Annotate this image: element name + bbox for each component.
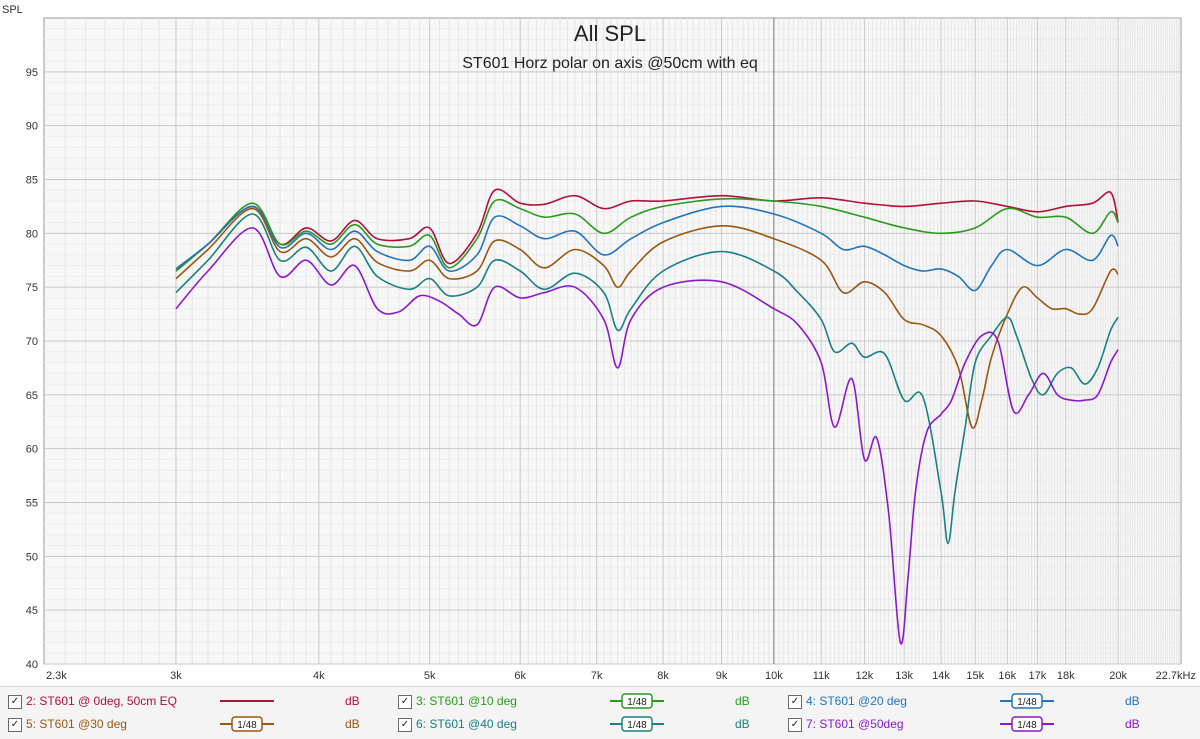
series-line	[175, 207, 1119, 429]
y-tick-label: 75	[26, 282, 38, 294]
x-tick-label: 5k	[424, 670, 436, 682]
legend-item: ✓ 2: ST601 @ 0deg, 50cm EQ dB	[8, 692, 383, 714]
legend-unit: dB	[345, 694, 360, 708]
legend-series-name: 6: ST601 @40 deg	[416, 717, 517, 731]
x-tick-label: 8k	[657, 670, 669, 682]
legend-unit: dB	[735, 694, 750, 708]
legend-checkbox[interactable]: ✓	[398, 718, 412, 732]
legend-unit: dB	[345, 717, 360, 731]
legend-panel: ✓ 2: ST601 @ 0deg, 50cm EQ dB ✓ 3: ST601…	[0, 686, 1200, 739]
x-tick-label: 9k	[716, 670, 728, 682]
x-tick-label: 20k	[1109, 670, 1127, 682]
series-line	[175, 205, 1119, 292]
spl-chart: 2.3k 3k 4k 5k 6k 7k 8k 9k 10k 11k 12k 13k 14k 15k 16k 1…	[2, 4, 1196, 682]
x-tick-label: 17k	[1029, 670, 1047, 682]
legend-checkbox[interactable]: ✓	[398, 695, 412, 709]
grid	[44, 18, 1181, 665]
legend-line-swatch[interactable]: 1/48	[610, 693, 664, 709]
legend-series-name: 3: ST601 @10 deg	[416, 694, 517, 708]
legend-smoothing: 1/48	[627, 720, 647, 731]
y-tick-label: 70	[26, 336, 38, 348]
legend-item: ✓ 4: ST601 @20 deg 1/48 dB	[788, 692, 1163, 714]
legend-checkbox[interactable]: ✓	[8, 695, 22, 709]
legend-item: ✓ 3: ST601 @10 deg 1/48 dB	[398, 692, 773, 714]
legend-item: ✓ 7: ST601 @50deg 1/48 dB	[788, 715, 1163, 737]
legend-line-swatch[interactable]: 1/48	[1000, 693, 1054, 709]
legend-smoothing: 1/48	[627, 697, 647, 708]
y-tick-label: 95	[26, 67, 38, 79]
legend-unit: dB	[1125, 694, 1140, 708]
legend-item: ✓ 5: ST601 @30 deg 1/48 dB	[8, 715, 383, 737]
x-tick-labels: 2.3k 3k 4k 5k 6k 7k 8k 9k 10k 11k 12k 13k 14k 15k 16k 1…	[46, 670, 1196, 682]
y-tick-label: 80	[26, 228, 38, 240]
legend-smoothing: 1/48	[237, 720, 257, 731]
legend-line-swatch[interactable]	[220, 693, 274, 709]
series-line	[175, 227, 1119, 645]
y-tick-label: 55	[26, 498, 38, 510]
y-tick-label: 40	[26, 659, 38, 671]
legend-unit: dB	[735, 717, 750, 731]
series-line	[175, 197, 1119, 272]
x-tick-label: 22.7kHz	[1156, 670, 1196, 682]
chart-subtitle: ST601 Horz polar on axis @50cm with eq	[462, 55, 757, 72]
legend-series-name: 4: ST601 @20 deg	[806, 694, 907, 708]
legend-line-swatch[interactable]: 1/48	[610, 716, 664, 732]
y-tick-label: 85	[26, 175, 38, 187]
x-tick-label: 3k	[170, 670, 182, 682]
x-tick-label: 10k	[765, 670, 783, 682]
chart-title: All SPL	[574, 21, 646, 46]
y-axis-label: SPL	[2, 4, 23, 16]
x-tick-label: 12k	[856, 670, 874, 682]
y-tick-labels: 40 45 50 55 60 65 70 75 80 85 90 95	[26, 67, 38, 671]
x-tick-label: 16k	[998, 670, 1016, 682]
legend-checkbox[interactable]: ✓	[788, 718, 802, 732]
legend-smoothing: 1/48	[1017, 720, 1037, 731]
x-tick-label: 7k	[591, 670, 603, 682]
x-tick-label: 2.3k	[46, 670, 67, 682]
legend-series-name: 7: ST601 @50deg	[806, 717, 904, 731]
x-tick-label: 13k	[895, 670, 913, 682]
y-tick-label: 60	[26, 444, 38, 456]
x-tick-label: 4k	[313, 670, 325, 682]
legend-checkbox[interactable]: ✓	[8, 718, 22, 732]
legend-smoothing: 1/48	[1017, 697, 1037, 708]
y-tick-label: 65	[26, 390, 38, 402]
legend-line-swatch[interactable]: 1/48	[220, 716, 274, 732]
y-tick-label: 50	[26, 551, 38, 563]
x-tick-label: 6k	[514, 670, 526, 682]
y-tick-label: 45	[26, 605, 38, 617]
x-tick-label: 15k	[966, 670, 984, 682]
legend-item: ✓ 6: ST601 @40 deg 1/48 dB	[398, 715, 773, 737]
series-lines	[175, 188, 1119, 645]
legend-line-swatch[interactable]: 1/48	[1000, 716, 1054, 732]
legend-series-name: 5: ST601 @30 deg	[26, 717, 127, 731]
legend-unit: dB	[1125, 717, 1140, 731]
legend-checkbox[interactable]: ✓	[788, 695, 802, 709]
x-tick-label: 14k	[932, 670, 950, 682]
series-line	[175, 188, 1119, 272]
legend-series-name: 2: ST601 @ 0deg, 50cm EQ	[26, 694, 177, 708]
x-tick-label: 11k	[813, 670, 830, 682]
series-line	[175, 213, 1119, 545]
y-tick-label: 90	[26, 121, 38, 133]
x-tick-label: 18k	[1057, 670, 1075, 682]
